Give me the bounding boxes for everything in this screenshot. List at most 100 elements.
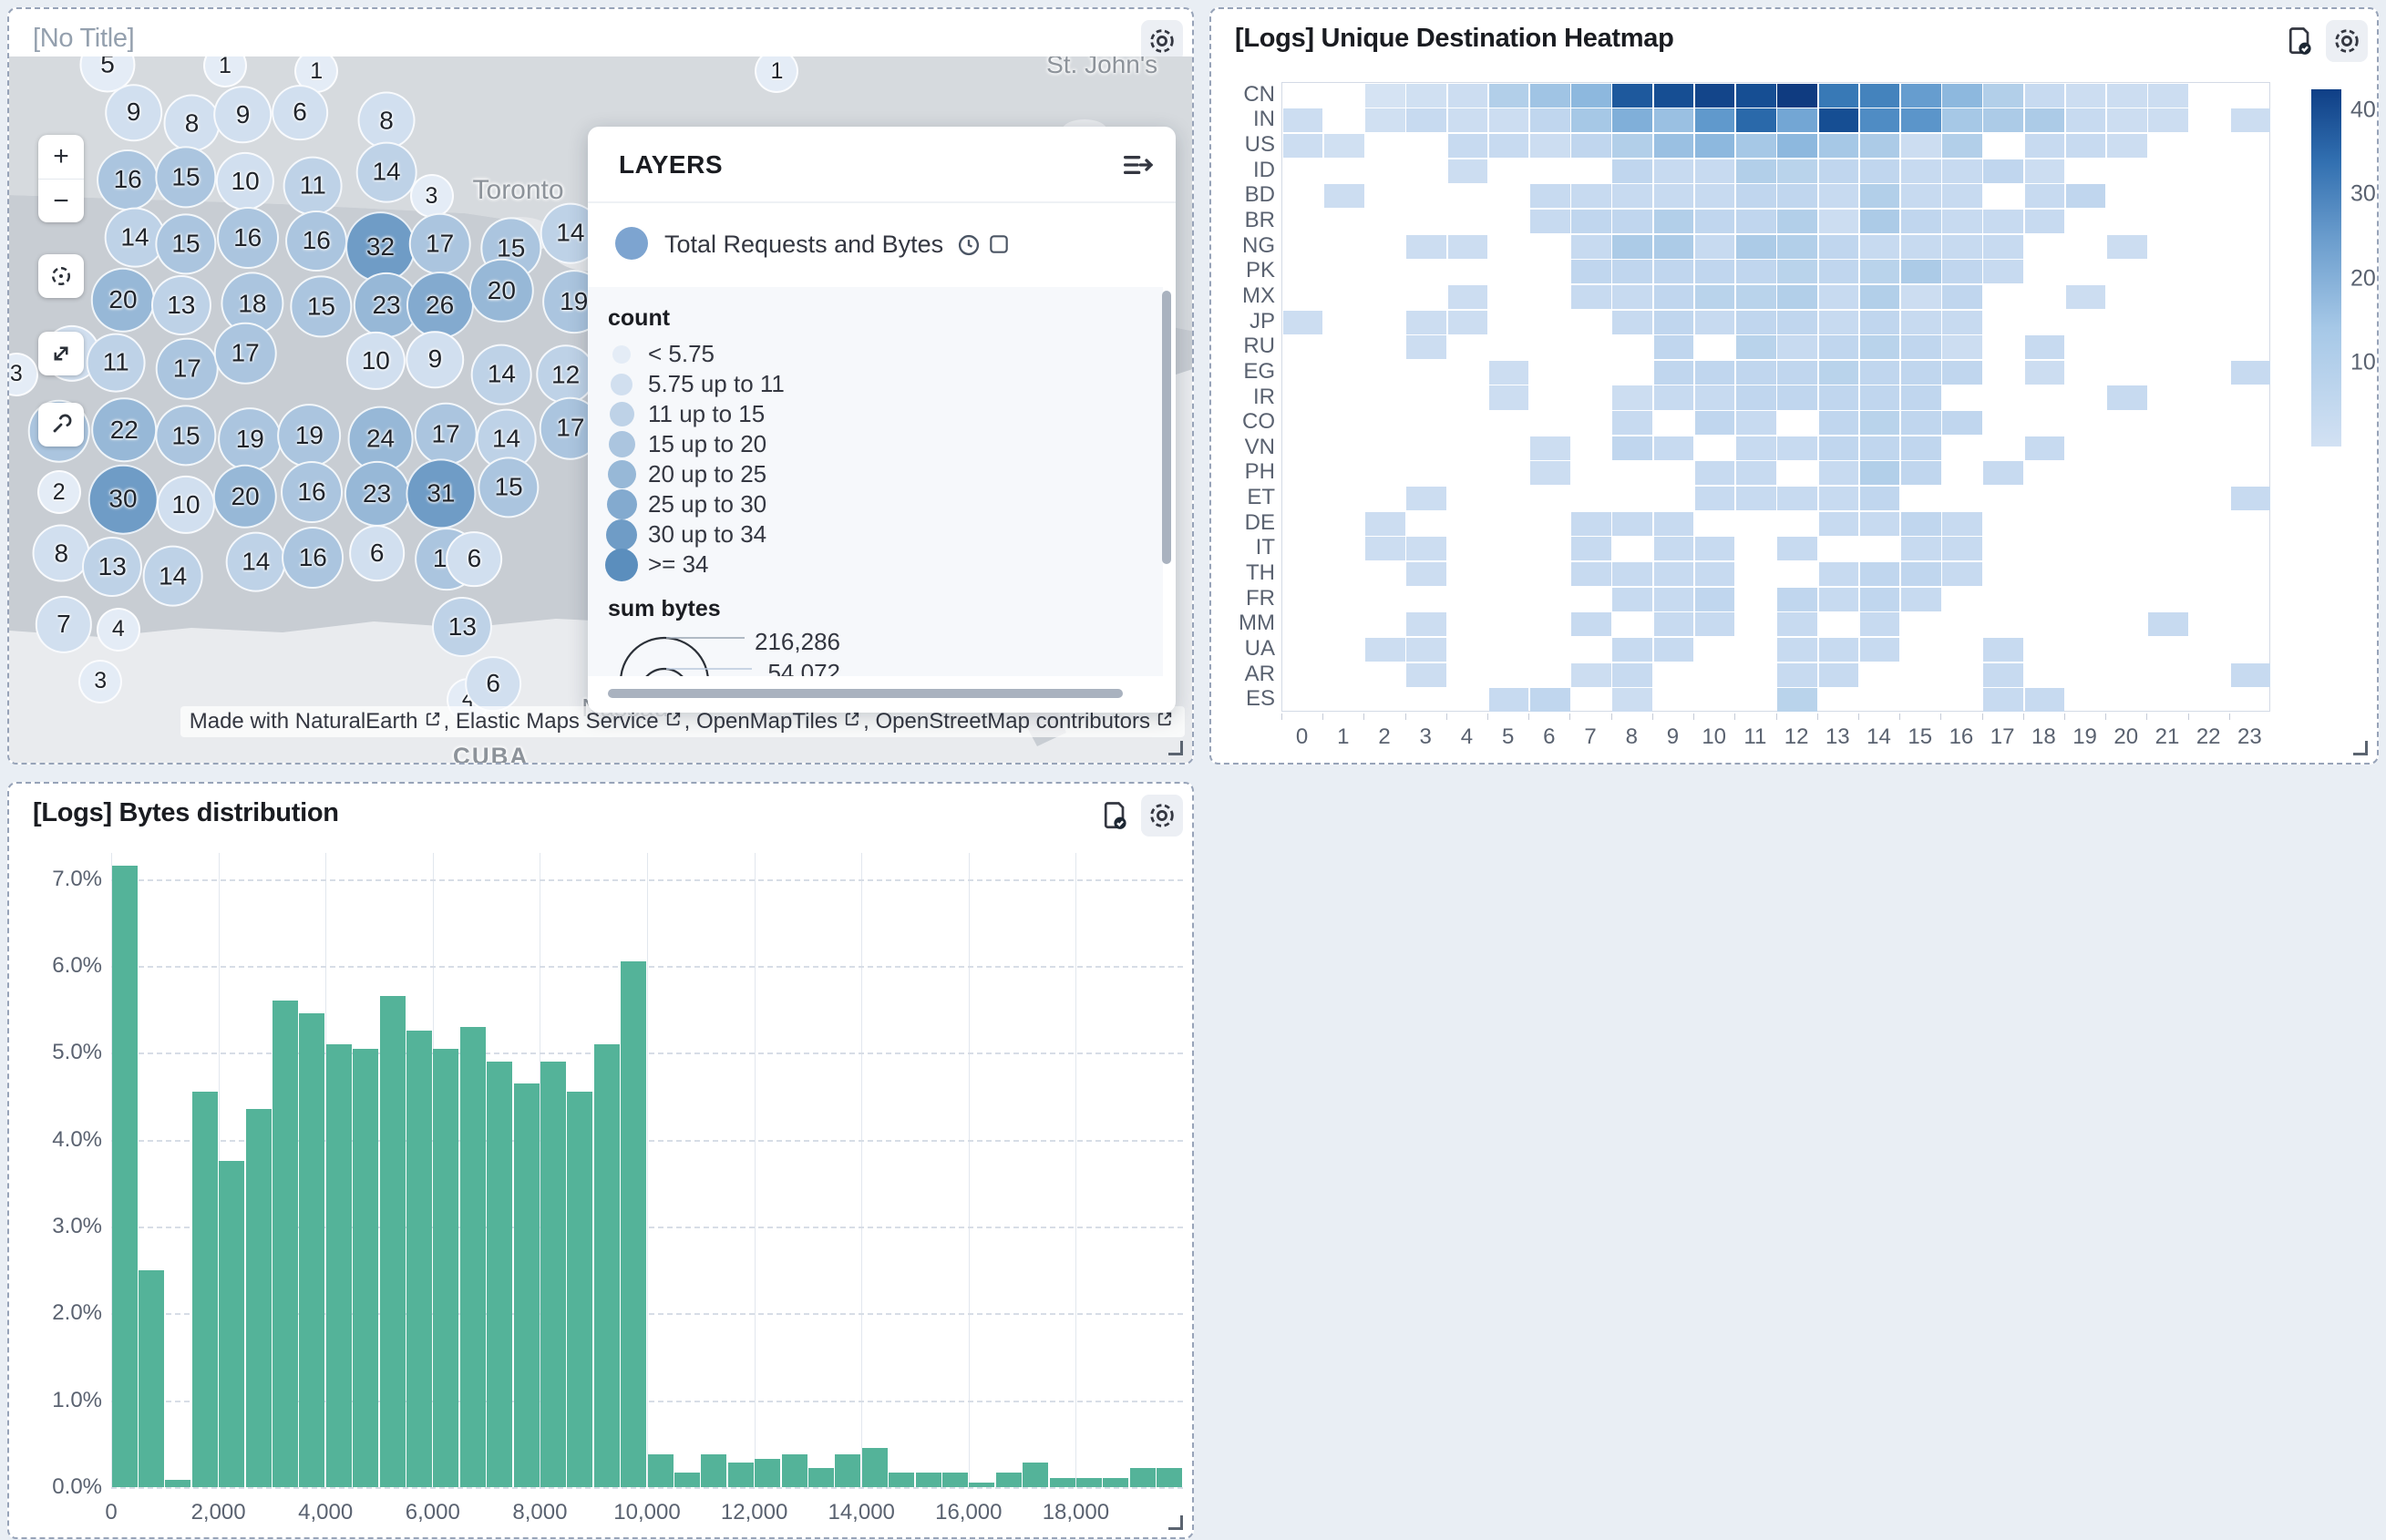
heatmap-cell[interactable] [1777, 234, 1817, 259]
heatmap-cell[interactable] [1900, 234, 1941, 259]
heatmap-cell[interactable] [2106, 83, 2147, 108]
heatmap-cell[interactable] [1488, 134, 1529, 159]
heatmap-cell[interactable] [1324, 134, 1364, 159]
heatmap-cell[interactable] [1818, 284, 1859, 309]
map-cluster-bubble[interactable]: 17 [408, 212, 471, 275]
heatmap-cell[interactable] [1777, 335, 1817, 360]
heatmap-cell[interactable] [1900, 436, 1941, 460]
map-cluster-bubble[interactable]: 14 [470, 344, 532, 406]
histogram-bar[interactable] [299, 1013, 325, 1487]
heatmap-cell[interactable] [1900, 210, 1941, 234]
map-cluster-bubble[interactable]: 19 [277, 404, 342, 467]
zoom-in-button[interactable]: + [53, 141, 69, 171]
heatmap-cell[interactable] [1818, 159, 1859, 183]
heatmap-cell[interactable] [1900, 134, 1941, 159]
heatmap-cell[interactable] [1694, 561, 1735, 586]
heatmap-cell[interactable] [1694, 411, 1735, 436]
map-cluster-bubble[interactable]: 1 [294, 56, 339, 94]
map-cluster-bubble[interactable]: 30 [87, 464, 159, 535]
heatmap-cell[interactable] [1324, 184, 1364, 209]
heatmap-cell[interactable] [1530, 436, 1570, 460]
map-cluster-bubble[interactable]: 10 [156, 475, 216, 534]
map-cluster-bubble[interactable]: 15 [478, 457, 540, 518]
zoom-out-button[interactable]: − [38, 179, 84, 222]
heatmap-cell[interactable] [1653, 159, 1694, 183]
histogram-bar[interactable] [727, 1463, 754, 1487]
heatmap-cell[interactable] [1612, 184, 1653, 209]
heatmap-cell[interactable] [1859, 561, 1900, 586]
heatmap-cell[interactable] [1736, 310, 1776, 334]
histogram-bar[interactable] [459, 1026, 486, 1487]
heatmap-cell[interactable] [2024, 108, 2065, 133]
fit-to-data-button[interactable] [38, 332, 84, 375]
heatmap-cell[interactable] [1859, 360, 1900, 385]
histogram-bar[interactable] [861, 1448, 888, 1487]
map-cluster-bubble[interactable]: 13 [82, 537, 143, 598]
histogram-bar[interactable] [111, 866, 138, 1487]
heatmap-cell[interactable] [1365, 537, 1405, 561]
heatmap-cell[interactable] [1694, 210, 1735, 234]
heatmap-cell[interactable] [2024, 134, 2065, 159]
map-cluster-bubble[interactable]: 32 [345, 210, 417, 282]
heatmap-cell[interactable] [2148, 612, 2188, 637]
heatmap-cell[interactable] [1530, 108, 1570, 133]
heatmap-cell[interactable] [1777, 108, 1817, 133]
map-cluster-bubble[interactable]: 16 [282, 527, 345, 589]
heatmap-cell[interactable] [1488, 688, 1529, 713]
heatmap-cell[interactable] [1736, 411, 1776, 436]
map-cluster-bubble[interactable]: 9 [213, 86, 273, 144]
attribution-link[interactable]: OpenStreetMap contributors [875, 709, 1151, 734]
heatmap-cell[interactable] [1406, 612, 1447, 637]
heatmap-cell[interactable] [1983, 461, 2023, 486]
heatmap-cell[interactable] [1818, 487, 1859, 511]
heatmap-cell[interactable] [2065, 83, 2106, 108]
map-cluster-bubble[interactable]: 16 [281, 461, 343, 524]
heatmap-cell[interactable] [1736, 210, 1776, 234]
histogram-bar[interactable] [1129, 1468, 1156, 1487]
heatmap-cell[interactable] [1818, 511, 1859, 536]
heatmap-cell[interactable] [2065, 108, 2106, 133]
heatmap-cell[interactable] [1983, 637, 2023, 662]
heatmap-cell[interactable] [2024, 83, 2065, 108]
histogram-bar[interactable] [191, 1092, 218, 1487]
heatmap-cell[interactable] [1859, 385, 1900, 410]
heatmap-cell[interactable] [1571, 260, 1611, 284]
heatmap-cell[interactable] [1736, 83, 1776, 108]
heatmap-cell[interactable] [1612, 561, 1653, 586]
map-cluster-bubble[interactable]: 1 [755, 56, 799, 94]
heatmap-cell[interactable] [1736, 461, 1776, 486]
heatmap-cell[interactable] [1282, 108, 1323, 133]
heatmap-cell[interactable] [1983, 210, 2023, 234]
heatmap-cell[interactable] [1818, 561, 1859, 586]
heatmap-cell[interactable] [2230, 360, 2271, 385]
heatmap-cell[interactable] [1612, 108, 1653, 133]
heatmap-cell[interactable] [1406, 487, 1447, 511]
heatmap-cell[interactable] [1983, 688, 2023, 713]
histogram-bar[interactable] [273, 1001, 298, 1487]
heatmap-cell[interactable] [1447, 108, 1488, 133]
heatmap-cell[interactable] [2024, 360, 2065, 385]
heatmap-cell[interactable] [1859, 210, 1900, 234]
heatmap-cell[interactable] [1447, 134, 1488, 159]
heatmap-cell[interactable] [1653, 436, 1694, 460]
layer-visibility-checkbox-icon[interactable] [987, 232, 1011, 256]
heatmap-cell[interactable] [1859, 134, 1900, 159]
heatmap-cell[interactable] [1777, 184, 1817, 209]
map-cluster-bubble[interactable]: 3 [78, 659, 123, 703]
heatmap-cell[interactable] [1736, 436, 1776, 460]
map-cluster-bubble[interactable]: 14 [142, 545, 204, 607]
heatmap-cell[interactable] [1365, 637, 1405, 662]
heatmap-cell[interactable] [1942, 184, 1982, 209]
panel-resize-handle[interactable] [1168, 1515, 1183, 1530]
heatmap-cell[interactable] [1777, 83, 1817, 108]
map-cluster-bubble[interactable]: 6 [446, 530, 503, 588]
heatmap-cell[interactable] [1406, 662, 1447, 687]
map-cluster-bubble[interactable]: 6 [272, 84, 328, 141]
heatmap-cell[interactable] [2106, 234, 2147, 259]
heatmap-cell[interactable] [1653, 537, 1694, 561]
heatmap-cell[interactable] [2065, 284, 2106, 309]
histogram-bar[interactable] [353, 1048, 379, 1487]
heatmap-cell[interactable] [1571, 561, 1611, 586]
heatmap-cell[interactable] [1818, 83, 1859, 108]
heatmap-cell[interactable] [1612, 284, 1653, 309]
